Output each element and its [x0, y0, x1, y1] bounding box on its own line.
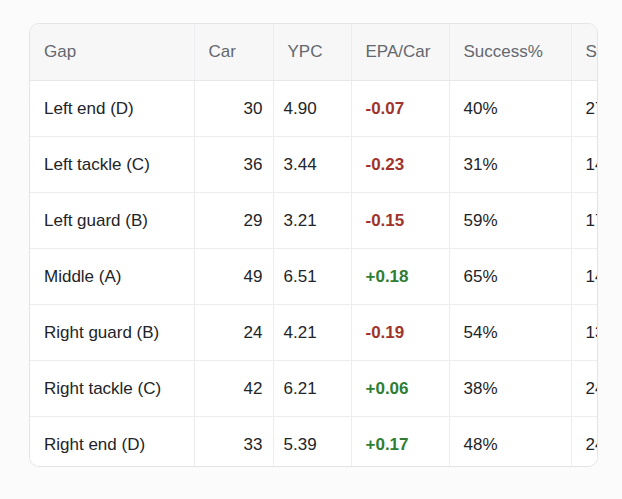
- gap-stats-table: GapCarYPCEPA/CarSuccess%Stuff% Left end …: [30, 24, 597, 466]
- column-header-success: Success%: [449, 24, 571, 81]
- cell-gap: Right guard (B): [30, 305, 194, 361]
- cell-epa: -0.19: [351, 305, 449, 361]
- table-row: Left end (D)304.90-0.0740%27: [30, 81, 597, 137]
- cell-ypc: 6.21: [273, 361, 351, 417]
- table-body: Left end (D)304.90-0.0740%27Left tackle …: [30, 81, 597, 467]
- cell-stuff: 14: [571, 249, 597, 305]
- cell-car: 29: [194, 193, 273, 249]
- cell-car: 36: [194, 137, 273, 193]
- cell-ypc: 3.44: [273, 137, 351, 193]
- table-row: Left guard (B)293.21-0.1559%17: [30, 193, 597, 249]
- cell-car: 42: [194, 361, 273, 417]
- cell-stuff: 13: [571, 305, 597, 361]
- cell-car: 33: [194, 417, 273, 467]
- stats-table-card: GapCarYPCEPA/CarSuccess%Stuff% Left end …: [29, 23, 598, 467]
- cell-gap: Middle (A): [30, 249, 194, 305]
- cell-ypc: 4.90: [273, 81, 351, 137]
- cell-stuff: 17: [571, 193, 597, 249]
- cell-ypc: 6.51: [273, 249, 351, 305]
- table-row: Right guard (B)244.21-0.1954%13: [30, 305, 597, 361]
- table-row: Right tackle (C)426.21+0.0638%24: [30, 361, 597, 417]
- column-header-ypc: YPC: [273, 24, 351, 81]
- cell-success: 40%: [449, 81, 571, 137]
- cell-ypc: 5.39: [273, 417, 351, 467]
- cell-stuff: 24: [571, 417, 597, 467]
- cell-success: 38%: [449, 361, 571, 417]
- cell-epa: -0.23: [351, 137, 449, 193]
- cell-gap: Left end (D): [30, 81, 194, 137]
- column-header-car: Car: [194, 24, 273, 81]
- table-row: Middle (A)496.51+0.1865%14: [30, 249, 597, 305]
- cell-stuff: 14: [571, 137, 597, 193]
- cell-gap: Left guard (B): [30, 193, 194, 249]
- column-header-stuff: Stuff%: [571, 24, 597, 81]
- cell-epa: +0.17: [351, 417, 449, 467]
- cell-gap: Right end (D): [30, 417, 194, 467]
- column-header-gap: Gap: [30, 24, 194, 81]
- table-row: Left tackle (C)363.44-0.2331%14: [30, 137, 597, 193]
- table-header: GapCarYPCEPA/CarSuccess%Stuff%: [30, 24, 597, 81]
- cell-success: 54%: [449, 305, 571, 361]
- cell-epa: +0.18: [351, 249, 449, 305]
- header-row: GapCarYPCEPA/CarSuccess%Stuff%: [30, 24, 597, 81]
- cell-car: 49: [194, 249, 273, 305]
- cell-success: 48%: [449, 417, 571, 467]
- cell-ypc: 3.21: [273, 193, 351, 249]
- cell-gap: Left tackle (C): [30, 137, 194, 193]
- column-header-epa: EPA/Car: [351, 24, 449, 81]
- table-row: Right end (D)335.39+0.1748%24: [30, 417, 597, 467]
- cell-stuff: 24: [571, 361, 597, 417]
- cell-gap: Right tackle (C): [30, 361, 194, 417]
- table-scroll-area[interactable]: GapCarYPCEPA/CarSuccess%Stuff% Left end …: [30, 24, 597, 466]
- cell-epa: +0.06: [351, 361, 449, 417]
- cell-success: 65%: [449, 249, 571, 305]
- cell-success: 31%: [449, 137, 571, 193]
- cell-epa: -0.15: [351, 193, 449, 249]
- cell-car: 24: [194, 305, 273, 361]
- cell-car: 30: [194, 81, 273, 137]
- cell-ypc: 4.21: [273, 305, 351, 361]
- cell-success: 59%: [449, 193, 571, 249]
- cell-epa: -0.07: [351, 81, 449, 137]
- cell-stuff: 27: [571, 81, 597, 137]
